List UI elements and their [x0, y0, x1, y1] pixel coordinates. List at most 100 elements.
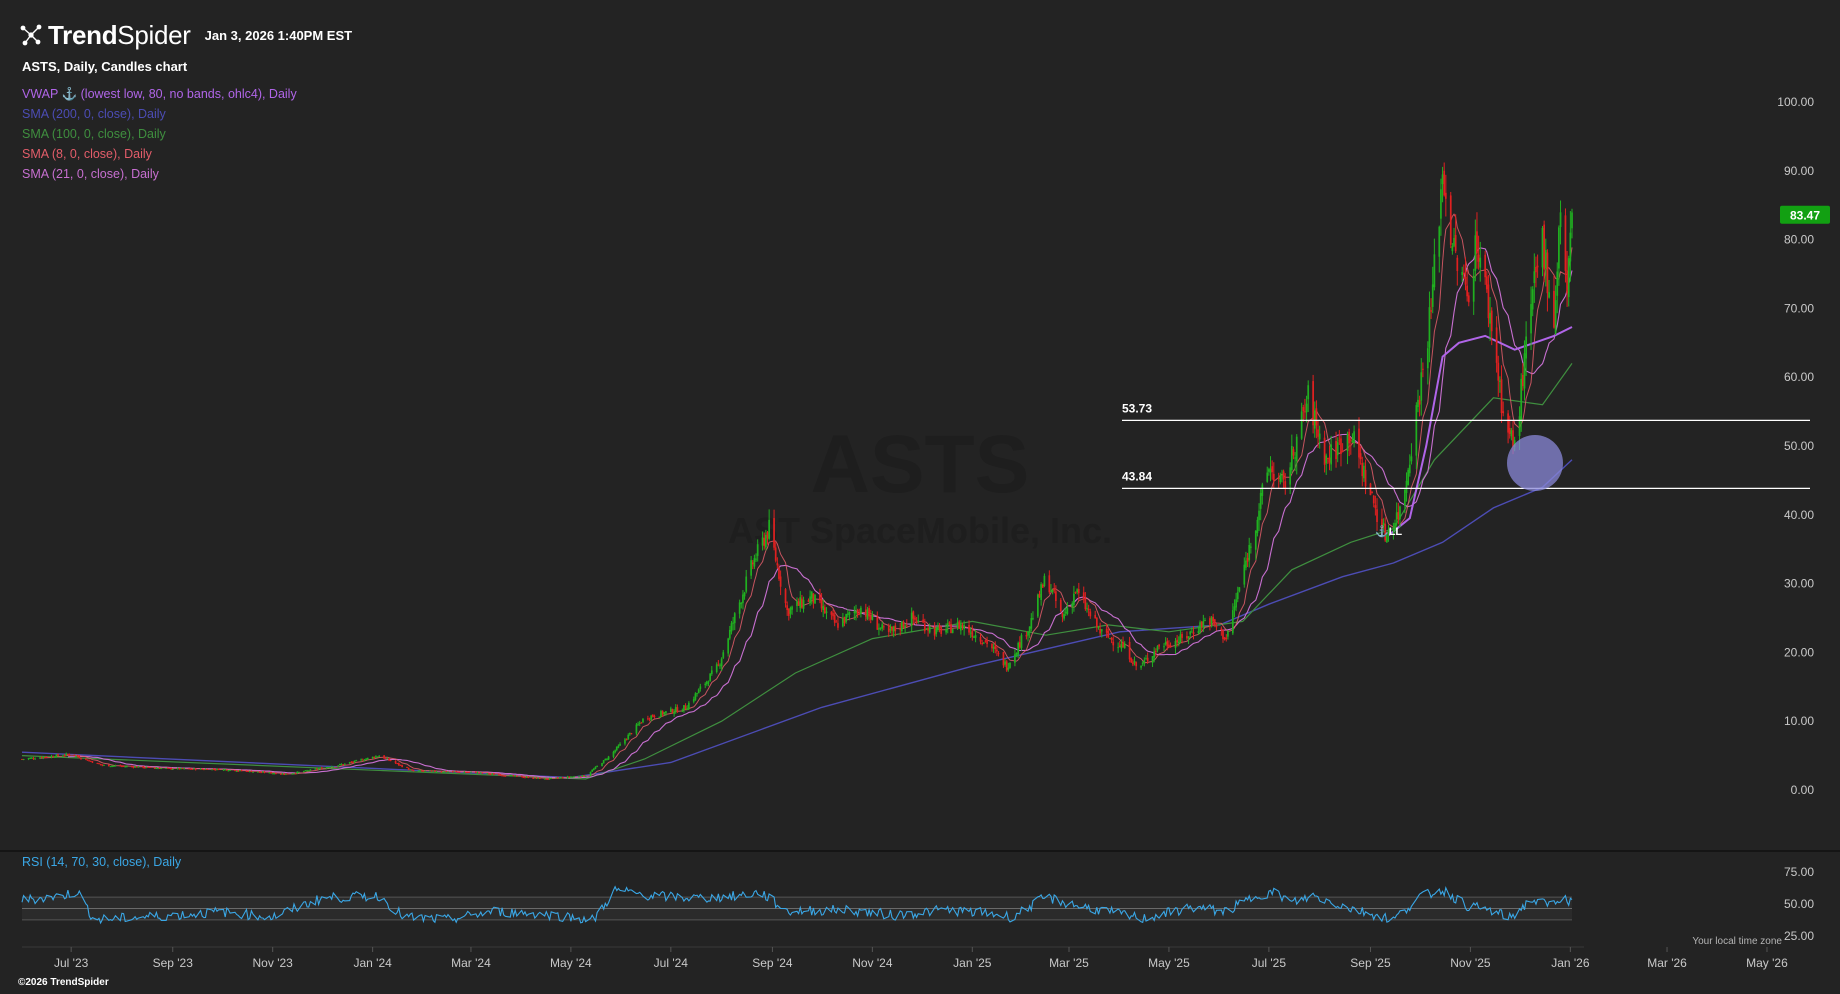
candle-body: [814, 594, 816, 604]
candle-body: [766, 532, 769, 539]
candle-body: [211, 769, 213, 771]
candle-body: [1174, 640, 1177, 648]
candle-body: [1543, 224, 1546, 270]
rsi-legend[interactable]: RSI (14, 70, 30, close), Daily: [22, 855, 182, 869]
candle-body: [1235, 599, 1237, 608]
candle-body: [458, 771, 461, 773]
candle-body: [1048, 575, 1051, 593]
candle-body: [514, 775, 517, 777]
y-tick-label: 80.00: [1784, 233, 1814, 247]
candle-body: [1348, 431, 1351, 444]
legend-sma-21[interactable]: SMA (21, 0, close), Daily: [22, 167, 159, 181]
candle-body: [787, 608, 790, 616]
candle-body: [809, 596, 811, 604]
legend-vwap[interactable]: VWAP ⚓ (lowest low, 80, no bands, ohlc4)…: [22, 87, 297, 101]
candle-body: [545, 778, 548, 780]
y-tick-label: 20.00: [1784, 645, 1814, 659]
candle-body: [1525, 336, 1527, 359]
candle-body: [774, 547, 777, 561]
candle-body: [456, 771, 459, 773]
candle-body: [478, 772, 480, 774]
candle-body: [155, 767, 158, 769]
candle-body: [902, 621, 905, 628]
candle-body: [894, 625, 897, 631]
candle-body: [263, 771, 266, 773]
x-tick-label: Nov '23: [253, 956, 294, 970]
candle-body: [137, 766, 140, 768]
candle-body: [624, 739, 626, 744]
candle-body: [968, 624, 970, 633]
candle-body: [1536, 265, 1539, 268]
legend-sma-8[interactable]: SMA (8, 0, close), Daily: [22, 147, 152, 161]
candle-body: [768, 519, 771, 539]
candle-body: [394, 761, 397, 764]
candle-body: [240, 770, 243, 772]
candle-body: [1135, 662, 1138, 667]
candle-body: [856, 609, 859, 614]
candle-body: [388, 758, 390, 761]
candle-body: [1499, 380, 1501, 382]
candle-body: [491, 773, 494, 775]
candle-body: [868, 607, 870, 617]
candle-body: [1485, 276, 1488, 290]
current-price-value: 83.47: [1790, 209, 1820, 223]
candle-body: [1053, 588, 1056, 591]
current-price-badge[interactable]: [1780, 205, 1830, 224]
candle-body: [1349, 439, 1352, 441]
candle-body: [1128, 641, 1131, 660]
candle-body: [866, 609, 869, 619]
candle-body: [34, 758, 36, 760]
candle-body: [1346, 433, 1349, 452]
candle-body: [412, 770, 415, 772]
candle-body: [1169, 645, 1172, 648]
candle-body: [1508, 428, 1511, 434]
candle-body: [434, 770, 436, 772]
candle-body: [466, 772, 469, 774]
candle-body: [1256, 519, 1259, 534]
candle-body: [699, 686, 702, 689]
candle-body: [227, 770, 230, 772]
level-label-0[interactable]: 53.73: [1122, 401, 1152, 415]
timezone-note[interactable]: Your local time zone: [1692, 936, 1782, 947]
legend-sma-100[interactable]: SMA (100, 0, close), Daily: [22, 127, 166, 141]
x-tick-label: May '24: [550, 956, 592, 970]
candle-body: [1249, 546, 1252, 548]
candle-body: [309, 769, 312, 771]
candle-body: [704, 683, 707, 686]
candle-body: [417, 770, 420, 772]
candle-body: [1284, 481, 1287, 489]
candle-body: [1204, 620, 1206, 622]
candle-body: [1461, 271, 1464, 275]
candle-body: [1369, 483, 1372, 496]
candle-body: [99, 763, 102, 765]
trendspider-logo[interactable]: TrendSpider: [18, 20, 191, 51]
candle-body: [40, 757, 43, 759]
candle-body: [307, 770, 310, 772]
candle-body: [1426, 348, 1429, 369]
candle-body: [1479, 257, 1482, 268]
level-lines[interactable]: 53.73 43.84: [1122, 401, 1810, 490]
candle-body: [373, 756, 376, 758]
brand-bold: Trend: [48, 19, 118, 50]
level-label-1[interactable]: 43.84: [1122, 469, 1152, 483]
candle-body: [812, 593, 815, 603]
candle-body: [740, 603, 743, 605]
candle-body: [320, 767, 323, 769]
candle-body: [1105, 628, 1108, 633]
sma-100-line: [21, 363, 1573, 780]
candle-body: [443, 771, 446, 773]
legend-sma-200[interactable]: SMA (200, 0, close), Daily: [22, 107, 166, 121]
highlight-circle[interactable]: [1507, 435, 1563, 491]
candle-body: [1140, 665, 1142, 668]
candle-body: [389, 759, 392, 762]
anchor-ll-marker[interactable]: ⚓LL: [1375, 525, 1402, 538]
candle-body: [216, 768, 218, 770]
candle-body: [1567, 258, 1570, 298]
candle-body: [935, 628, 938, 634]
candle-body: [107, 764, 110, 767]
candle-body: [1179, 634, 1182, 643]
candle-body: [1087, 608, 1090, 611]
candle-body: [601, 763, 603, 767]
candle-body: [1099, 628, 1101, 634]
